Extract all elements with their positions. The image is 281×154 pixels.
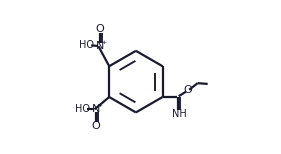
Text: O: O bbox=[91, 121, 100, 131]
Text: NH: NH bbox=[171, 109, 186, 119]
Text: O: O bbox=[183, 85, 192, 95]
Text: $^+$: $^+$ bbox=[96, 103, 103, 112]
Text: HO: HO bbox=[75, 104, 90, 114]
Text: N: N bbox=[92, 104, 100, 114]
Text: $^+$: $^+$ bbox=[100, 40, 108, 49]
Text: O: O bbox=[96, 24, 104, 34]
Text: N: N bbox=[96, 41, 104, 51]
Text: HO: HO bbox=[79, 41, 94, 50]
